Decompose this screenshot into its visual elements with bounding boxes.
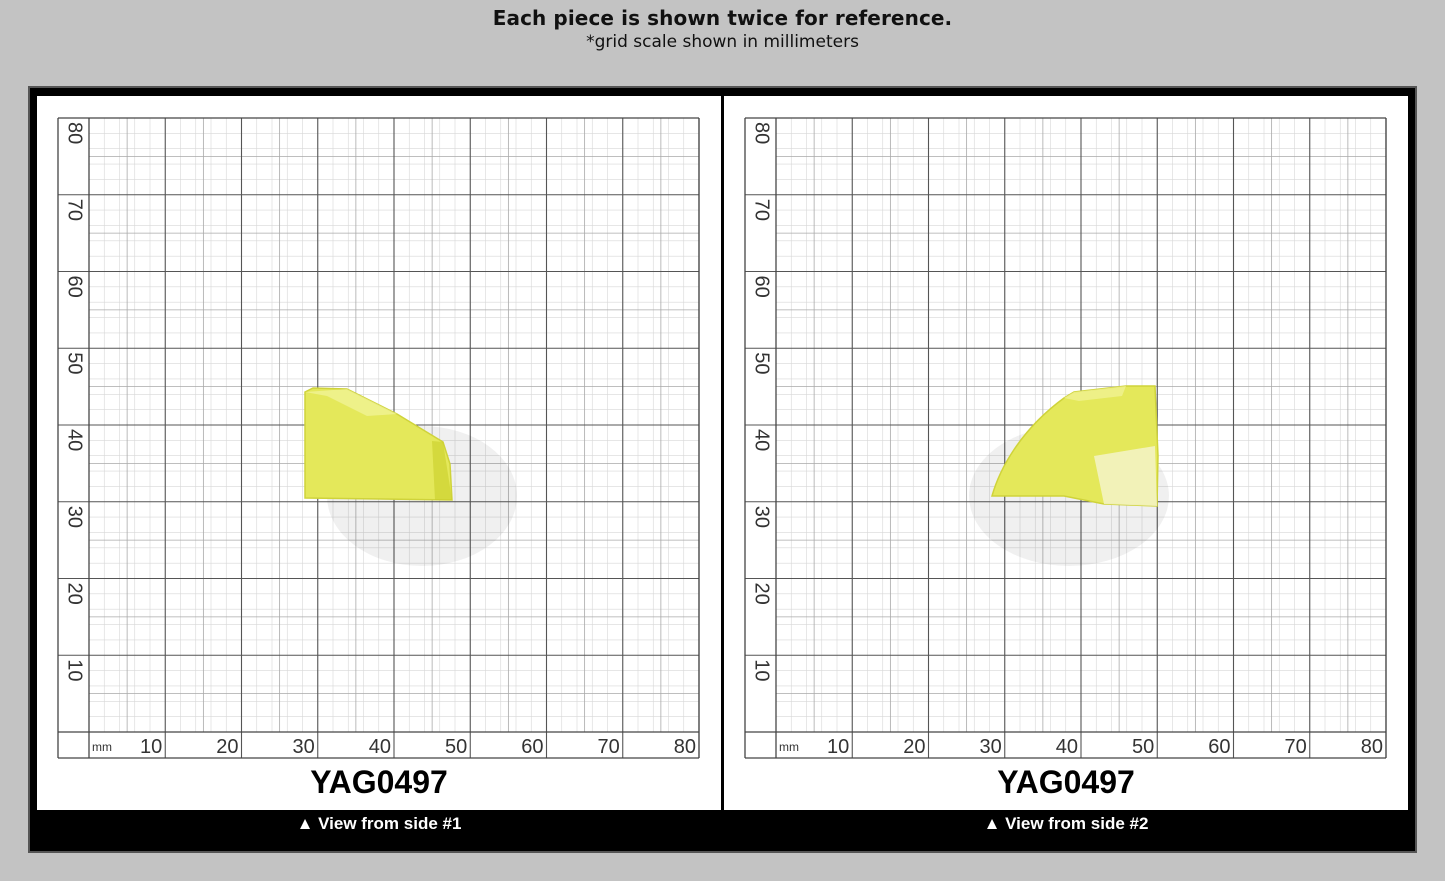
x-axis-labels: 10 20 30 40 50 60 70 80	[140, 736, 696, 758]
x-tick-label: 80	[674, 736, 696, 758]
y-tick-label: 40	[64, 429, 86, 451]
y-tick-label: 70	[751, 199, 773, 221]
x-tick-label: 20	[216, 736, 238, 758]
x-tick-label: 60	[1208, 736, 1230, 758]
y-tick-label: 60	[64, 276, 86, 298]
specimen-code: YAG0497	[310, 764, 448, 800]
mm-grid	[57, 117, 700, 759]
y-tick-label: 60	[751, 276, 773, 298]
y-tick-label: 40	[751, 429, 773, 451]
crystal-highlight	[1094, 446, 1157, 506]
y-tick-label: 50	[751, 352, 773, 374]
x-tick-label: 30	[293, 736, 315, 758]
panel-side-2: 80 70 60 50 40 30 20 10 10 20 30 40 50 6…	[724, 96, 1408, 810]
x-tick-label: 40	[369, 736, 391, 758]
x-tick-label: 60	[521, 736, 543, 758]
crystal-facet	[1064, 386, 1126, 401]
y-tick-label: 50	[64, 352, 86, 374]
x-tick-label: 10	[140, 736, 162, 758]
x-tick-label: 40	[1056, 736, 1078, 758]
x-tick-label: 80	[1361, 736, 1383, 758]
header-subtitle: *grid scale shown in millimeters	[586, 32, 859, 52]
x-tick-label: 50	[1132, 736, 1154, 758]
photo-frame: 80 70 60 50 40 30 20 10 10 20 30 40 50 6…	[28, 86, 1417, 853]
unit-label: mm	[92, 740, 112, 754]
y-tick-label: 80	[751, 122, 773, 144]
y-axis-labels: 80 70 60 50 40 30 20 10	[751, 122, 773, 682]
y-tick-label: 10	[64, 659, 86, 681]
x-tick-label: 70	[1285, 736, 1307, 758]
y-tick-label: 20	[751, 583, 773, 605]
mm-grid	[744, 117, 1387, 759]
unit-label: mm	[779, 740, 799, 754]
x-tick-label: 70	[598, 736, 620, 758]
y-tick-label: 30	[751, 506, 773, 528]
crystal-edge	[432, 441, 452, 500]
y-tick-label: 80	[64, 122, 86, 144]
y-tick-label: 30	[64, 506, 86, 528]
y-tick-label: 20	[64, 583, 86, 605]
panel-side-1: 80 70 60 50 40 30 20 10 10 20 30 40 50 6…	[37, 96, 721, 810]
x-tick-label: 30	[980, 736, 1002, 758]
specimen-code: YAG0497	[997, 764, 1135, 800]
y-axis-labels: 80 70 60 50 40 30 20 10	[64, 122, 86, 682]
x-tick-label: 10	[827, 736, 849, 758]
y-tick-label: 70	[64, 199, 86, 221]
x-tick-label: 50	[445, 736, 467, 758]
y-tick-label: 10	[751, 659, 773, 681]
caption-side-1: ▲ View from side #1	[296, 814, 462, 833]
x-tick-label: 20	[903, 736, 925, 758]
grid-photo-1: 80 70 60 50 40 30 20 10 10 20 30 40 50 6…	[57, 117, 700, 800]
caption-side-2: ▲ View from side #2	[983, 814, 1149, 833]
grid-photo-2: 80 70 60 50 40 30 20 10 10 20 30 40 50 6…	[744, 117, 1387, 800]
header-title: Each piece is shown twice for reference.	[492, 6, 953, 30]
crystal-highlight	[305, 389, 397, 416]
x-axis-labels: 10 20 30 40 50 60 70 80	[827, 736, 1383, 758]
